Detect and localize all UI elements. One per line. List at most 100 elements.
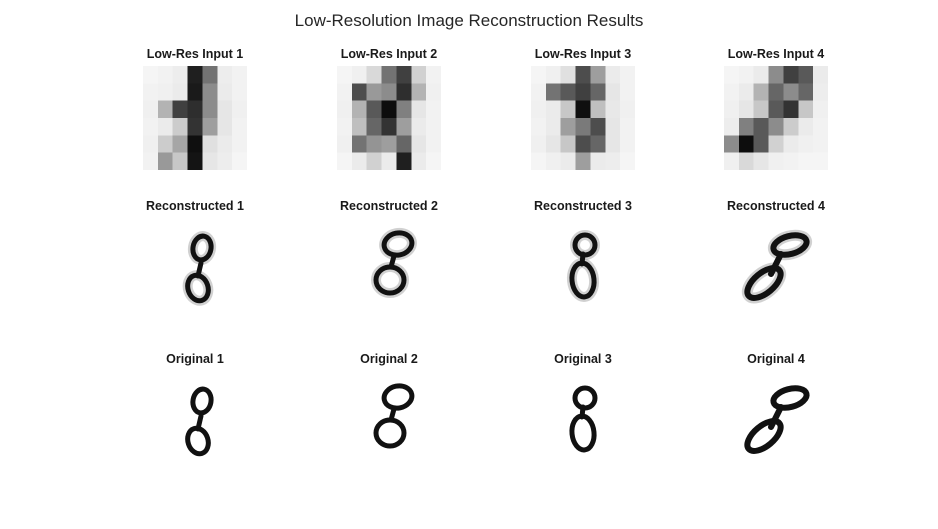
panel-title-reconstructed-4: Reconstructed 4 [727, 199, 825, 213]
lowres-pixel [396, 152, 412, 170]
reconstructed-image-4 [741, 229, 813, 304]
lowres-pixel [575, 118, 591, 136]
lowres-pixel [381, 100, 397, 119]
lowres-pixel [575, 100, 591, 119]
lowres-pixel [590, 152, 606, 170]
lowres-pixel [396, 100, 412, 119]
lowres-pixel [753, 118, 770, 136]
lowres-pixel [172, 152, 189, 170]
lowres-pixel [381, 83, 397, 102]
lowres-pixel [366, 152, 383, 170]
panel-title-original-4: Original 4 [747, 352, 805, 366]
figure-title: Low-Resolution Image Reconstruction Resu… [294, 11, 644, 30]
lowres-pixel [724, 135, 740, 154]
lowres-pixel [426, 152, 441, 170]
lowres-pixel [813, 66, 828, 84]
lowres-pixel [202, 152, 218, 170]
lowres-pixel [351, 66, 368, 84]
lowres-pixel [575, 83, 591, 102]
lowres-pixel [545, 100, 562, 119]
digit-strokes [744, 385, 810, 454]
lowres-pixel [753, 100, 770, 119]
lowres-pixel [157, 100, 174, 119]
lowres-pixel [545, 118, 562, 136]
lowres-pixel [783, 135, 799, 154]
lowres-pixel [531, 100, 547, 119]
lowres-pixel [217, 83, 233, 102]
lowres-pixel [813, 83, 828, 102]
lowres-pixel [620, 152, 635, 170]
lowres-pixel [783, 152, 799, 170]
lowres-pixel [337, 66, 353, 84]
lowres-pixel [798, 83, 814, 102]
lowres-pixel [202, 118, 218, 136]
lowres-pixel [724, 66, 740, 84]
lowres-pixel [157, 135, 174, 154]
digit-strokes [741, 229, 813, 304]
lowres-pixel [232, 135, 247, 154]
digit-upper-loop [190, 386, 214, 416]
lowres-pixel [620, 83, 635, 102]
lowres-pixel [620, 66, 635, 84]
lowres-pixel [560, 66, 577, 84]
lowres-pixel [381, 135, 397, 154]
lowres-pixel [531, 83, 547, 102]
digit-strokes [373, 383, 415, 449]
digit-lower-loop [185, 425, 211, 457]
lowres-pixel [724, 100, 740, 119]
digit-strokes [185, 386, 214, 457]
lowres-pixel [798, 66, 814, 84]
lowres-image-3 [531, 66, 635, 170]
panel-title-reconstructed-1: Reconstructed 1 [146, 199, 244, 213]
lowres-pixel [768, 100, 784, 119]
lowres-pixel [798, 100, 814, 119]
lowres-pixel [187, 83, 203, 102]
lowres-pixel [783, 83, 799, 102]
digit-neck [768, 404, 784, 430]
lowres-pixel [187, 152, 203, 170]
lowres-pixel [560, 83, 577, 102]
lowres-pixel [560, 135, 577, 154]
lowres-pixel [813, 100, 828, 119]
lowres-pixel [783, 118, 799, 136]
lowres-pixel [768, 135, 784, 154]
lowres-pixel [560, 100, 577, 119]
digit-neck [388, 253, 397, 270]
lowres-pixel [560, 118, 577, 136]
lowres-pixel [798, 152, 814, 170]
lowres-pixel [545, 152, 562, 170]
lowres-pixel [411, 152, 427, 170]
reconstructed-image-1 [182, 231, 217, 306]
original-image-2 [373, 383, 415, 449]
lowres-pixel [426, 118, 441, 136]
lowres-pixel [172, 118, 189, 136]
lowres-pixel [426, 100, 441, 119]
lowres-pixel [605, 100, 621, 119]
lowres-pixel [366, 118, 383, 136]
lowres-pixel [590, 135, 606, 154]
panel-title-reconstructed-2: Reconstructed 2 [340, 199, 438, 213]
lowres-pixel [411, 135, 427, 154]
lowres-pixel [590, 66, 606, 84]
lowres-pixel [768, 152, 784, 170]
lowres-pixel [143, 66, 159, 84]
lowres-pixel [143, 83, 159, 102]
lowres-pixel [724, 118, 740, 136]
original-image-4 [744, 385, 810, 454]
digit-neck [388, 406, 397, 423]
lowres-pixel [187, 100, 203, 119]
lowres-pixel [232, 100, 247, 119]
lowres-pixel [366, 83, 383, 102]
lowres-pixel [143, 118, 159, 136]
digit-lower-loop [744, 265, 784, 301]
lowres-pixel [187, 66, 203, 84]
lowres-pixel [531, 152, 547, 170]
lowres-pixel [768, 83, 784, 102]
digit-strokes [182, 231, 217, 306]
digit-strokes [569, 385, 598, 453]
lowres-pixel [396, 66, 412, 84]
lowres-pixel [232, 83, 247, 102]
lowres-pixel [605, 83, 621, 102]
lowres-pixel [396, 118, 412, 136]
lowres-pixel [753, 135, 770, 154]
